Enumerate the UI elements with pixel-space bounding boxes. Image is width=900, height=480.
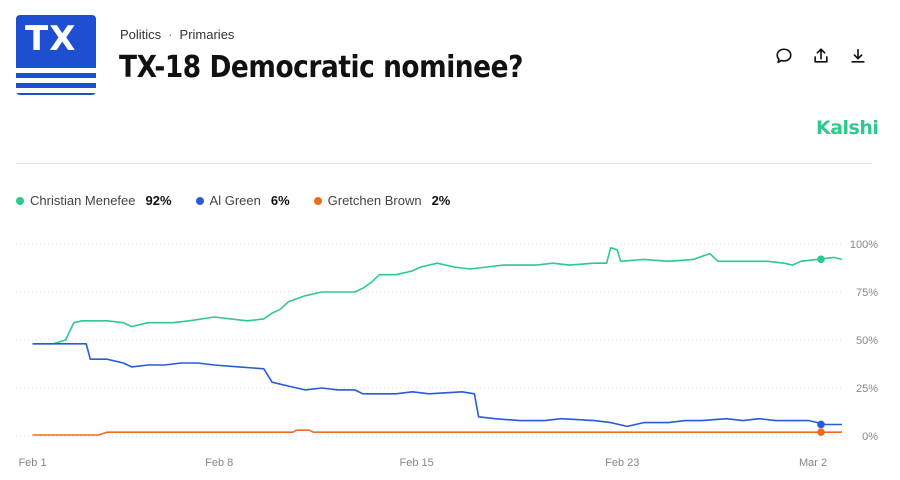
- legend-item-green[interactable]: Al Green 6%: [195, 193, 290, 208]
- series-line-0: [32, 247, 843, 345]
- logo-stripe: [16, 88, 96, 93]
- logo-stripe: [16, 68, 96, 73]
- series-line-2: [32, 429, 842, 436]
- breadcrumb-category[interactable]: Politics: [120, 27, 162, 42]
- x-tick-label: Feb 8: [205, 457, 233, 469]
- legend-name: Christian Menefee: [30, 193, 136, 208]
- logo-text: TX: [25, 19, 77, 59]
- legend-item-brown[interactable]: Gretchen Brown 2%: [313, 193, 451, 208]
- legend-name: Gretchen Brown: [327, 193, 422, 208]
- breadcrumb-subcategory[interactable]: Primaries: [179, 27, 235, 42]
- legend-name: Al Green: [209, 193, 261, 208]
- series-end-dot-2: [817, 428, 825, 436]
- x-tick-label: Mar 2: [799, 457, 827, 469]
- series-end-dot-1: [817, 420, 825, 429]
- y-tick-label: 100%: [850, 239, 878, 251]
- action-bar: [772, 44, 870, 68]
- chart-legend: Christian Menefee 92% Al Green 6% Gretch…: [16, 193, 450, 208]
- logo-stripe: [16, 78, 96, 83]
- x-tick-label: Feb 15: [399, 457, 433, 469]
- share-button[interactable]: [809, 44, 833, 68]
- download-button[interactable]: [846, 44, 870, 68]
- legend-value: 6%: [270, 193, 290, 208]
- share-icon: [814, 48, 828, 63]
- comment-icon: [776, 48, 792, 64]
- divider: [16, 163, 872, 164]
- download-icon: [851, 48, 865, 63]
- comment-button[interactable]: [772, 44, 796, 68]
- y-tick-label: 75%: [856, 287, 878, 299]
- y-tick-label: 50%: [856, 335, 878, 347]
- x-tick-label: Feb 23: [605, 457, 639, 469]
- series-end-dot-0: [817, 255, 825, 264]
- market-logo: TX: [16, 15, 96, 95]
- legend-dot: [195, 196, 204, 205]
- series-line-1: [32, 343, 842, 428]
- y-tick-label: 0%: [862, 431, 878, 443]
- legend-dot: [16, 196, 24, 205]
- legend-value: 2%: [431, 193, 451, 208]
- market-title: TX-18 Democratic nominee?: [119, 50, 523, 85]
- y-tick-label: 25%: [856, 383, 878, 395]
- price-chart[interactable]: 0% 25% 50% 75% 100% Feb 1 Feb 8 Feb 15 Feb 23 Mar…: [0, 225, 900, 480]
- legend-item-menefee[interactable]: Christian Menefee 92%: [16, 193, 172, 208]
- breadcrumb: Politics · Primaries: [120, 27, 235, 42]
- legend-dot: [313, 196, 322, 205]
- legend-value: 92%: [145, 193, 172, 208]
- brand-logo[interactable]: Kalshi: [816, 117, 879, 139]
- x-tick-label: Feb 1: [18, 457, 46, 469]
